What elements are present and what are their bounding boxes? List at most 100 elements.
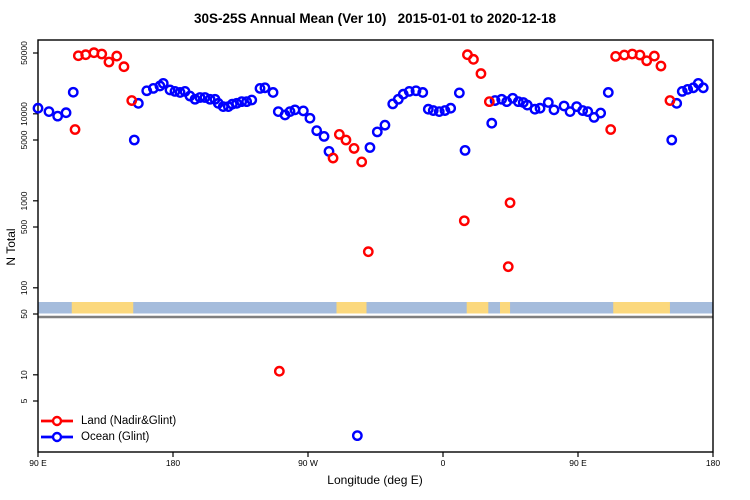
- data-point: [304, 112, 316, 124]
- data-point: [483, 96, 495, 108]
- data-point: [410, 85, 422, 97]
- data-point: [403, 85, 415, 97]
- data-point: [226, 98, 238, 110]
- data-point: [169, 85, 181, 97]
- land-strip-segment: [336, 302, 367, 314]
- data-point: [682, 83, 694, 95]
- data-point: [189, 93, 201, 105]
- data-point: [445, 102, 457, 114]
- data-point: [362, 246, 374, 258]
- y-tick-label: 50000: [19, 41, 29, 65]
- data-point: [348, 143, 360, 154]
- data-point: [231, 97, 243, 109]
- data-point: [582, 106, 594, 118]
- data-point: [43, 106, 55, 118]
- data-point: [164, 84, 176, 96]
- data-point: [333, 128, 345, 140]
- data-point: [664, 95, 676, 106]
- legend-label: Ocean (Glint): [81, 431, 150, 443]
- legend-label: Land (Nadir&Glint): [81, 415, 177, 427]
- x-axis-title: Longitude (deg E): [327, 473, 423, 487]
- data-point: [311, 125, 323, 137]
- data-point: [356, 156, 368, 168]
- y-tick-label: 100: [19, 280, 29, 295]
- y-tick-label: 1000: [19, 191, 29, 211]
- y-tick-label: 10: [19, 370, 29, 380]
- legend-symbol-icon: [41, 431, 73, 443]
- y-tick-label: 5: [19, 398, 29, 404]
- data-point: [241, 96, 253, 108]
- data-point: [327, 152, 339, 164]
- data-point: [634, 49, 646, 61]
- y-tick-label: 50: [19, 309, 29, 319]
- data-point: [458, 215, 470, 227]
- data-point: [284, 106, 296, 118]
- x-tick-label: 180: [165, 458, 181, 468]
- data-point: [204, 93, 216, 105]
- data-point: [273, 365, 285, 377]
- data-point: [52, 110, 64, 122]
- data-point: [60, 107, 72, 119]
- data-point: [564, 106, 576, 118]
- data-point: [697, 82, 709, 94]
- data-point: [496, 93, 508, 105]
- data-point: [595, 107, 607, 119]
- legend: Land (Nadir&Glint) Ocean (Glint): [40, 413, 176, 445]
- data-point: [502, 261, 514, 273]
- data-point: [602, 87, 614, 98]
- data-point: [111, 50, 123, 62]
- data-point: [512, 96, 524, 108]
- x-tick-label: 180: [705, 458, 721, 468]
- data-point: [32, 102, 44, 114]
- data-point: [199, 92, 211, 103]
- data-point: [577, 105, 589, 116]
- data-point: [489, 95, 501, 106]
- data-point: [548, 104, 560, 116]
- data-point: [605, 124, 617, 135]
- data-point: [529, 103, 541, 115]
- data-point: [194, 92, 206, 103]
- y-axis-title: N Total: [4, 228, 18, 266]
- x-tick-label: 90 E: [569, 458, 587, 468]
- series-land: [69, 47, 676, 377]
- data-point: [254, 82, 266, 94]
- y-tick-label: 10000: [19, 101, 29, 126]
- legend-item: Ocean (Glint): [40, 429, 176, 445]
- data-point: [422, 103, 434, 115]
- x-tick-label: 90 W: [298, 458, 318, 468]
- plot-frame: [37, 39, 714, 453]
- data-point: [439, 105, 451, 116]
- data-point: [126, 95, 138, 106]
- data-point: [297, 105, 309, 117]
- data-point: [610, 50, 622, 62]
- series-ocean: [32, 77, 709, 442]
- data-point: [246, 94, 258, 106]
- legend-item: Land (Nadir&Glint): [40, 413, 176, 429]
- data-point: [433, 106, 445, 118]
- data-point: [655, 60, 667, 72]
- y-tick-label: 500: [19, 219, 29, 235]
- data-point: [542, 97, 554, 108]
- data-point: [69, 124, 81, 135]
- data-point: [459, 144, 471, 156]
- data-point: [468, 53, 479, 65]
- data-point: [371, 126, 383, 138]
- data-point: [558, 100, 570, 112]
- data-point: [103, 56, 115, 68]
- data-point: [364, 142, 376, 153]
- data-point: [453, 87, 465, 99]
- ocean-strip: [38, 302, 713, 314]
- data-point: [118, 61, 130, 73]
- land-strip-segment: [613, 302, 670, 314]
- data-point: [427, 105, 439, 116]
- y-tick-label: 5000: [19, 130, 29, 150]
- data-point: [174, 87, 186, 98]
- data-point: [486, 117, 498, 129]
- data-point: [340, 134, 352, 146]
- chart-title: 30S-25S Annual Mean (Ver 10) 2015-01-01 …: [194, 11, 556, 26]
- land-strip-segment: [500, 302, 511, 314]
- data-point: [676, 85, 688, 97]
- data-point: [318, 130, 330, 142]
